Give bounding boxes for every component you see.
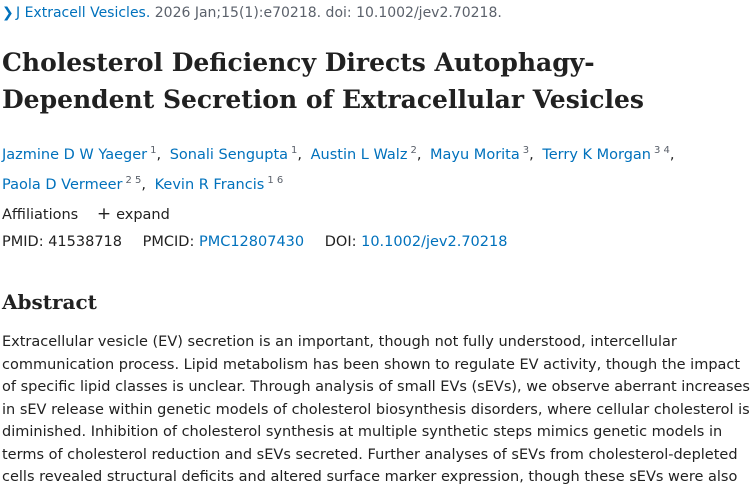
affiliation-ref[interactable]: 2: [410, 145, 417, 156]
affiliation-ref[interactable]: 3: [522, 145, 530, 156]
journal-citation: ❯ J Extracell Vesicles. 2026 Jan;15(1):e7…: [2, 4, 502, 22]
author-separator: ,: [141, 177, 147, 193]
abstract-heading: Abstract: [2, 290, 97, 314]
doi-label: DOI:: [324, 234, 357, 250]
plus-icon: +: [96, 204, 112, 224]
affiliations-toggle[interactable]: Affiliations + expand: [2, 205, 170, 224]
author-link[interactable]: Austin L Walz: [310, 147, 408, 163]
author-separator: ,: [156, 147, 162, 163]
affiliation-ref[interactable]: 1: [150, 145, 157, 156]
doi-link[interactable]: 10.1002/jev2.70218: [361, 234, 508, 250]
article-title: Cholesterol Deficiency Directs Autophagy…: [2, 48, 644, 114]
author-link[interactable]: Kevin R Francis: [154, 177, 265, 193]
affiliation-ref[interactable]: 1 6: [267, 175, 284, 186]
author-separator: ,: [669, 147, 675, 163]
author-separator: ,: [529, 147, 534, 163]
author-link[interactable]: Paola D Vermeer: [2, 177, 123, 193]
author-link[interactable]: Jazmine D W Yaeger: [2, 147, 148, 163]
expand-button[interactable]: + expand: [96, 204, 170, 224]
citation-details: 2026 Jan;15(1):e70218. doi: 10.1002/jev2…: [154, 5, 502, 21]
affiliation-ref[interactable]: 2 5: [125, 175, 142, 186]
pmcid-label: PMCID:: [142, 234, 195, 250]
journal-link[interactable]: J Extracell Vesicles.: [16, 5, 151, 21]
pmcid-link[interactable]: PMC12807430: [198, 234, 305, 250]
affiliation-ref[interactable]: 3 4: [654, 145, 670, 156]
chevron-right-icon[interactable]: ❯: [2, 5, 14, 21]
author-separator: ,: [416, 147, 422, 163]
author-link[interactable]: Terry K Morgan: [542, 147, 652, 163]
abstract-text: Extracellular vesicle (EV) secretion is …: [2, 334, 750, 485]
author-link[interactable]: Sonali Sengupta: [169, 147, 289, 163]
identifier-line: PMID: 41538718 PMCID: PMC12807430 DOI: 1…: [2, 233, 507, 251]
expand-label: expand: [116, 207, 170, 223]
pmid-label: PMID:: [2, 234, 44, 250]
author-list: Jazmine D W Yaeger 1, Sonali Sengupta 1, A…: [2, 138, 748, 198]
affiliation-ref[interactable]: 1: [291, 145, 298, 156]
pmid-value: 41538718: [48, 234, 123, 250]
affiliations-label: Affiliations: [2, 207, 79, 223]
author-separator: ,: [297, 147, 303, 163]
author-link[interactable]: Mayu Morita: [430, 147, 520, 163]
